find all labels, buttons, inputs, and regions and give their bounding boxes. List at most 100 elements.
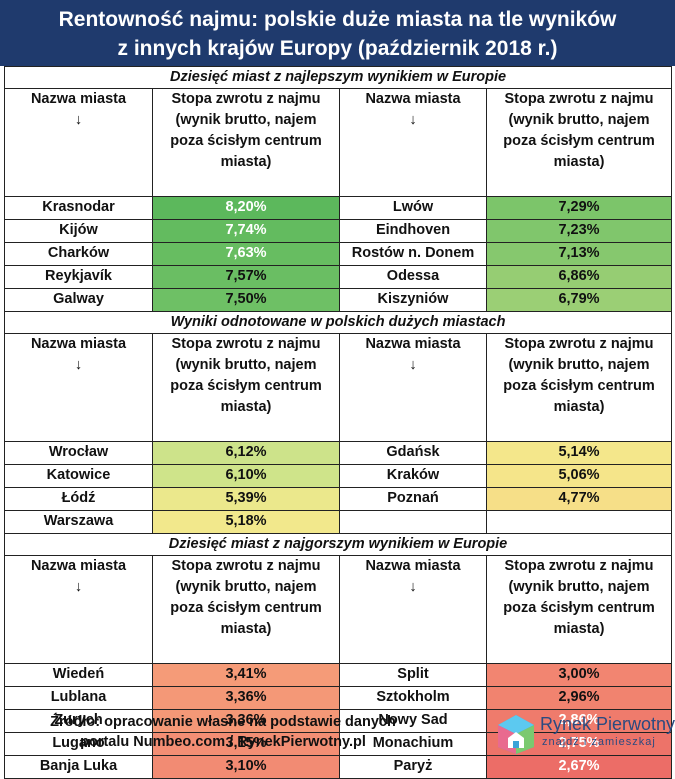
rental-yield-value: 7,63% (152, 242, 340, 266)
city-header-label: Nazwa miasta (30, 558, 127, 574)
column-header-city-left: Nazwa miasta ↓ (4, 333, 153, 442)
city-name: Zurych (4, 709, 153, 733)
rate-header-line: Stopa zwrotu z najmu (504, 91, 654, 107)
table-row: Zurych 3,36% Nowy Sad 2,86% (4, 709, 673, 733)
rental-yield-value: 7,57% (152, 265, 340, 289)
rental-yield-value: 6,10% (152, 464, 340, 488)
city-name: Lwów (339, 196, 487, 220)
rental-yield-value: 6,86% (485, 265, 673, 289)
city-name: Wrocław (4, 441, 153, 465)
city-header-label: Nazwa miasta (365, 558, 461, 574)
arrow-down-icon: ↓ (409, 357, 417, 373)
city-name: Wiedeń (4, 663, 153, 687)
rental-yield-value: 7,50% (152, 288, 340, 312)
page-title: Rentowność najmu: polskie duże miasta na… (0, 0, 675, 66)
rate-header-line: miasta) (220, 621, 272, 637)
rate-header-line: poza ścisłym centrum (170, 600, 322, 616)
table-row: Warszawa 5,18% (4, 510, 673, 534)
rate-header-line: miasta) (220, 399, 272, 415)
table-row: Banja Luka 3,10% Paryż 2,67% (4, 755, 673, 779)
city-name: Galway (4, 288, 153, 312)
rate-header-line: poza ścisłym centrum (503, 600, 655, 616)
section-title: Dziesięć miast z najgorszym wynikiem w E… (3, 533, 673, 556)
rental-yield-value: 7,23% (485, 219, 673, 243)
rental-yield-value: 5,14% (485, 441, 673, 465)
rate-header-line: miasta) (553, 399, 605, 415)
header-row: Nazwa miasta ↓ Stopa zwrotu z najmu (wynik … (4, 555, 673, 664)
city-name: Charków (4, 242, 153, 266)
rental-yield-value: 3,36% (152, 709, 340, 733)
rate-header-line: (wynik brutto, najem (175, 579, 317, 595)
rate-header-line: Stopa zwrotu z najmu (171, 336, 321, 352)
section-title: Dziesięć miast z najlepszym wynikiem w E… (3, 66, 673, 89)
table-row: Lublana 3,36% Sztokholm 2,96% (4, 686, 673, 710)
city-header-label: Nazwa miasta (30, 336, 127, 352)
city-name: Rostów n. Donem (339, 242, 487, 266)
rate-header-line: poza ścisłym centrum (170, 378, 322, 394)
header-row: Nazwa miasta ↓ Stopa zwrotu z najmu (wynik … (4, 88, 673, 197)
column-header-rate-left: Stopa zwrotu z najmu (wynik brutto, najem… (152, 555, 340, 664)
city-name: Odessa (339, 265, 487, 289)
city-header-label: Nazwa miasta (365, 336, 461, 352)
column-header-rate-right: Stopa zwrotu z najmu (wynik brutto, najem… (485, 333, 673, 442)
rate-header-line: Stopa zwrotu z najmu (504, 336, 654, 352)
table-row: Wrocław 6,12% Gdańsk 5,14% (4, 441, 673, 465)
city-name: Lublana (4, 686, 153, 710)
rental-yield-value: 6,79% (485, 288, 673, 312)
city-name: Reykjavík (4, 265, 153, 289)
city-name: Nowy Sad (339, 709, 487, 733)
rental-yield-value: 7,74% (152, 219, 340, 243)
city-name: Krasnodar (4, 196, 153, 220)
city-name: Paryż (339, 755, 487, 779)
rate-header-line: miasta) (553, 621, 605, 637)
city-name: Warszawa (4, 510, 153, 534)
table-row: Wiedeń 3,41% Split 3,00% (4, 663, 673, 687)
city-name: Banja Luka (4, 755, 153, 779)
rental-yield-value: 5,39% (152, 487, 340, 511)
rental-yield-value: 2,67% (485, 755, 673, 779)
rate-header-line: miasta) (220, 154, 272, 170)
column-header-city-right: Nazwa miasta ↓ (339, 555, 487, 664)
rental-yield-value: 2,96% (485, 686, 673, 710)
empty-cell (485, 510, 673, 534)
rental-yield-value: 5,18% (152, 510, 340, 534)
empty-cell (339, 510, 487, 534)
section-title: Wyniki odnotowane w polskich dużych mias… (3, 311, 673, 334)
brand-logo: Rynek Pierwotny znajdź i zamieszkaj (494, 712, 675, 756)
title-line-1: Rentowność najmu: polskie duże miasta na… (58, 8, 617, 31)
city-name: Split (339, 663, 487, 687)
rate-header-line: miasta) (553, 154, 605, 170)
rate-header-line: (wynik brutto, najem (175, 357, 317, 373)
city-name: Katowice (4, 464, 153, 488)
table-row: Krasnodar 8,20% Lwów 7,29% (4, 196, 673, 220)
arrow-down-icon: ↓ (74, 579, 83, 595)
city-name: Eindhoven (339, 219, 487, 243)
arrow-down-icon: ↓ (74, 112, 83, 128)
table-row: Reykjavík 7,57% Odessa 6,86% (4, 265, 673, 289)
table-row: Łódź 5,39% Poznań 4,77% (4, 487, 673, 511)
rental-yield-value: 7,13% (485, 242, 673, 266)
rate-header-line: Stopa zwrotu z najmu (171, 558, 321, 574)
column-header-rate-right: Stopa zwrotu z najmu (wynik brutto, najem… (485, 555, 673, 664)
rate-header-line: poza ścisłym centrum (503, 133, 655, 149)
city-name: Lugano (4, 732, 153, 756)
rental-yield-value: 3,10% (152, 755, 340, 779)
table-row: Galway 7,50% Kiszyniów 6,79% (4, 288, 673, 312)
rental-yield-value: 7,29% (485, 196, 673, 220)
rate-header-line: (wynik brutto, najem (508, 112, 650, 128)
city-name: Gdańsk (339, 441, 487, 465)
source-note: Źródło: opracowanie własne na podstawie … (8, 712, 438, 752)
rental-yield-value: 3,00% (485, 663, 673, 687)
rental-yield-value: 5,06% (485, 464, 673, 488)
rental-yield-value: 3,15% (152, 732, 340, 756)
city-name: Kraków (339, 464, 487, 488)
city-name: Monachium (339, 732, 487, 756)
rate-header-line: (wynik brutto, najem (175, 112, 317, 128)
city-name: Kijów (4, 219, 153, 243)
rental-yield-value: 8,20% (152, 196, 340, 220)
rate-header-line: poza ścisłym centrum (170, 133, 322, 149)
source-line-2: portalu Numbeo.com / RynekPierwotny.pl (80, 734, 366, 750)
table-row: Katowice 6,10% Kraków 5,06% (4, 464, 673, 488)
section-title-row: Dziesięć miast z najlepszym wynikiem w E… (3, 66, 673, 89)
city-name: Kiszyniów (339, 288, 487, 312)
